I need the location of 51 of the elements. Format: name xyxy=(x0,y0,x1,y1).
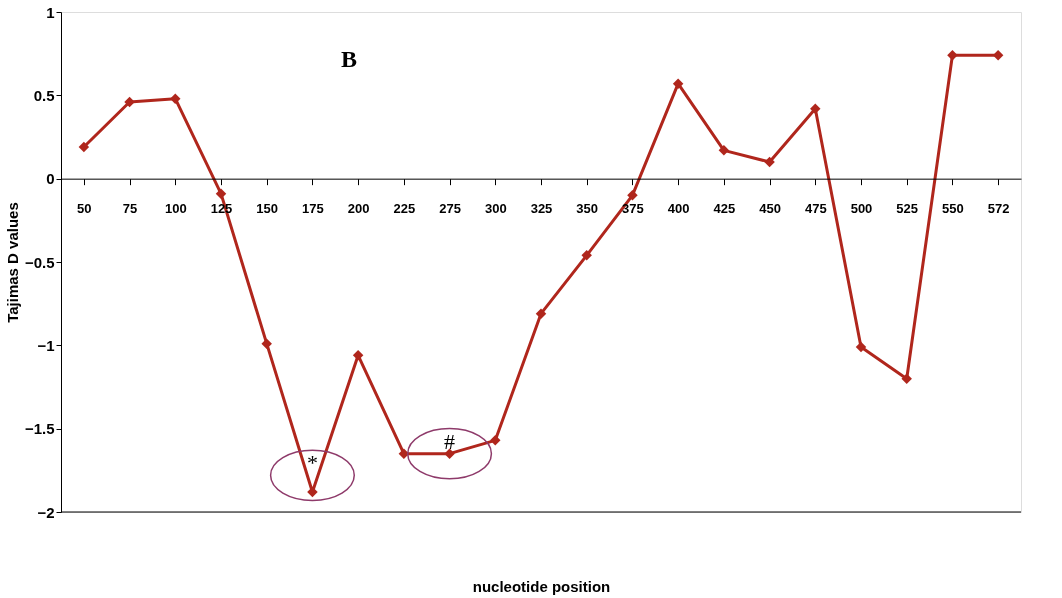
point xyxy=(215,188,227,199)
x-tick-label: 300 xyxy=(484,201,507,217)
point xyxy=(855,341,867,353)
x-tick-label: 50 xyxy=(77,201,92,217)
y-axis-title: Tajimas D values xyxy=(3,202,21,323)
annotation: # xyxy=(444,428,456,454)
point xyxy=(535,308,547,319)
x-tick-label: 572 xyxy=(987,201,1010,217)
point xyxy=(672,78,684,89)
point xyxy=(581,250,592,261)
y-tick-label: 0.5 xyxy=(33,86,55,104)
point xyxy=(718,145,730,156)
point xyxy=(627,190,638,201)
x-tick-label: 400 xyxy=(667,201,690,217)
point xyxy=(901,373,912,384)
x-tick-label: 225 xyxy=(393,201,416,217)
point xyxy=(261,338,272,349)
annotation: * xyxy=(306,450,318,476)
x-tick-label: 425 xyxy=(713,201,736,217)
y-tick-label: 1 xyxy=(46,3,55,21)
x-tick-label: 150 xyxy=(256,201,279,217)
x-tick-label: 325 xyxy=(530,201,553,217)
x-tick-label: 550 xyxy=(942,201,964,217)
y-tick-label: −1.5 xyxy=(24,420,55,438)
y-tick-label: 0 xyxy=(46,170,55,188)
point xyxy=(444,448,455,459)
point xyxy=(352,350,364,361)
x-tick-label: 525 xyxy=(896,201,919,217)
x-tick-label: 475 xyxy=(804,201,827,217)
annotation: B xyxy=(341,46,358,72)
x-tick-label: 175 xyxy=(302,201,324,217)
point xyxy=(947,50,958,61)
y-tick-label: −0.5 xyxy=(24,253,55,271)
x-tick-label: 75 xyxy=(122,201,138,217)
x-axis-title: nucleotide position xyxy=(472,577,611,595)
point xyxy=(307,486,318,498)
x-tick-label: 275 xyxy=(439,201,461,217)
y-tick-label: −2 xyxy=(37,503,55,521)
point xyxy=(124,96,135,108)
point xyxy=(764,156,775,168)
point xyxy=(810,103,821,114)
y-tick-label: −1 xyxy=(37,336,55,354)
x-tick-label: 200 xyxy=(347,201,370,217)
point xyxy=(170,93,181,104)
x-tick-label: 375 xyxy=(622,201,644,217)
x-tick-label: 500 xyxy=(850,201,873,217)
x-tick-label: 450 xyxy=(759,201,781,217)
point xyxy=(490,435,501,446)
x-tick-label: 100 xyxy=(164,201,187,217)
point xyxy=(78,141,90,153)
x-tick-label: 350 xyxy=(576,201,599,217)
